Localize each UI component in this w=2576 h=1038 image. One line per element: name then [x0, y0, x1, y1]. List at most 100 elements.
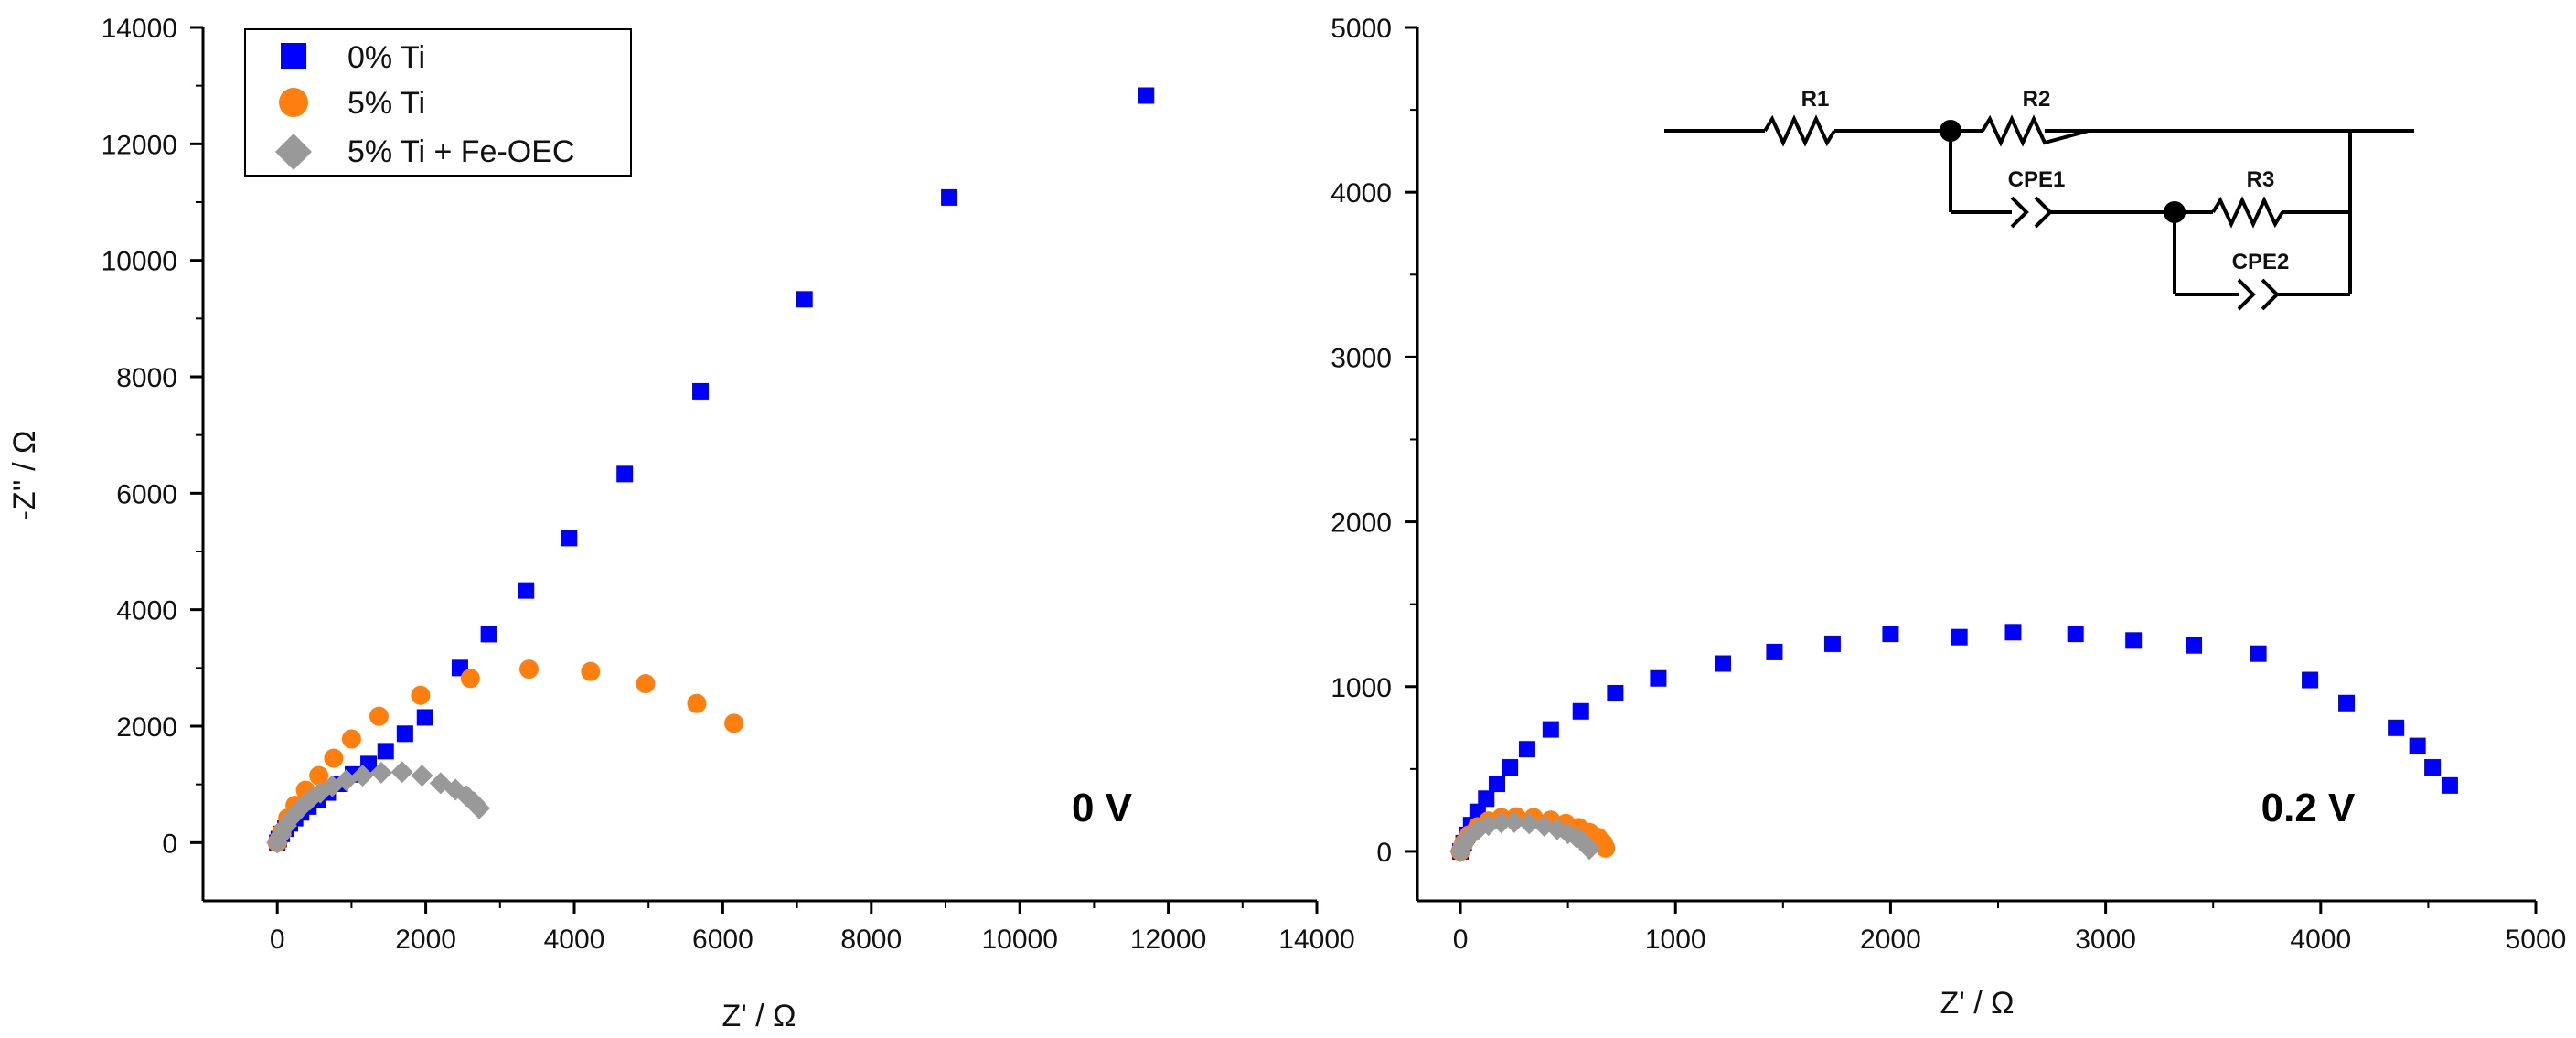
- data-point: [724, 713, 744, 733]
- data-point: [616, 465, 634, 483]
- equivalent-circuit-inset: [1664, 114, 2414, 311]
- data-point: [480, 626, 497, 643]
- data-point: [2424, 759, 2442, 776]
- data-point: [324, 748, 344, 768]
- data-point: [396, 725, 413, 743]
- x-axis-title: Z' / Ω: [721, 999, 796, 1033]
- data-point: [351, 765, 374, 787]
- y-tick-label: 4000: [1331, 178, 1392, 209]
- data-point: [1572, 702, 1589, 720]
- data-point: [1714, 655, 1731, 672]
- potential-annotation: 0 V: [1072, 786, 1133, 830]
- legend-marker-circle: [279, 88, 308, 117]
- data-point: [2125, 632, 2143, 649]
- y-tick-label: 2000: [116, 712, 177, 743]
- data-point: [1502, 759, 1519, 776]
- cpe2-icon: [2237, 278, 2256, 311]
- circuit-label-cpe2: CPE2: [2232, 250, 2290, 274]
- legend-label-2: 5% Ti + Fe-OEC: [347, 134, 574, 169]
- circuit-label-cpe1: CPE1: [2008, 167, 2066, 192]
- series-0: [269, 87, 1155, 851]
- x-tick-label: 4000: [544, 925, 605, 955]
- data-point: [416, 709, 433, 726]
- y-tick-label: 12000: [102, 130, 177, 160]
- nyquist-plot-0v: 0 2000 4000 6000 8000 10000 12000 14000 0 2000 400…: [7, 14, 1355, 1033]
- series-2: [266, 761, 491, 854]
- y-tick-label: 6000: [116, 479, 177, 509]
- nyquist-plot-0-2v: 0 1000 2000 3000 4000 5000 0 1000 2000 3000 4000 50…: [1331, 14, 2566, 1021]
- data-point: [1650, 669, 1667, 687]
- legend-marker-square: [281, 43, 306, 69]
- cpe1-icon: [2010, 196, 2029, 229]
- data-point: [2409, 737, 2426, 754]
- data-point: [2338, 694, 2356, 712]
- series-1: [267, 659, 744, 852]
- y-tick-label: 0: [1376, 838, 1392, 868]
- resistor-r1-icon: [1763, 114, 1836, 147]
- data-point: [377, 743, 394, 760]
- x-tick-label: 2000: [1860, 925, 1921, 955]
- data-point: [518, 659, 539, 680]
- y-tick-label: 3000: [1331, 343, 1392, 373]
- y-tick-label: 14000: [102, 14, 177, 44]
- legend-label-1: 5% Ti: [347, 86, 425, 121]
- circuit-label-r1: R1: [1801, 87, 1830, 112]
- legend: 0% Ti 5% Ti 5% Ti + Fe-OEC: [244, 28, 632, 177]
- x-tick-label: 3000: [2075, 925, 2136, 955]
- x-tick-label: 14000: [1278, 925, 1354, 955]
- data-point: [1138, 87, 1155, 104]
- data-point: [1518, 812, 1541, 835]
- data-point: [2250, 645, 2267, 662]
- y-tick-label: 2000: [1331, 508, 1392, 539]
- potential-annotation: 0.2 V: [2261, 786, 2356, 830]
- data-point: [335, 769, 358, 792]
- resistor-r2-icon: [1981, 114, 2090, 147]
- data-point: [518, 582, 535, 599]
- x-tick-label: 10000: [981, 925, 1057, 955]
- data-point: [687, 693, 707, 713]
- data-point: [341, 729, 361, 749]
- data-point: [1823, 635, 1841, 652]
- x-tick-label: 12000: [1130, 925, 1206, 955]
- data-point: [581, 661, 601, 681]
- data-point: [796, 291, 813, 308]
- data-point: [2302, 671, 2319, 689]
- data-point: [1489, 776, 1506, 793]
- data-point: [369, 761, 392, 784]
- data-point: [390, 761, 413, 784]
- y-tick-label: 4000: [116, 596, 177, 626]
- data-point: [1607, 684, 1624, 701]
- data-point: [941, 188, 958, 206]
- data-point: [1502, 810, 1525, 833]
- cpe1-icon: [2034, 196, 2053, 229]
- data-point: [2441, 776, 2458, 794]
- data-point: [309, 765, 329, 786]
- circuit-label-r3: R3: [2247, 167, 2275, 192]
- data-point: [468, 797, 491, 819]
- circuit-node-icon: [1940, 120, 1961, 142]
- data-point: [1490, 811, 1512, 834]
- data-point: [2388, 719, 2405, 736]
- series-2: [1449, 810, 1601, 862]
- x-tick-label: 6000: [692, 925, 754, 955]
- legend-marker-diamond: [275, 134, 312, 170]
- y-tick-label: 0: [162, 829, 177, 859]
- data-point: [561, 530, 578, 547]
- y-tick-label: 8000: [116, 363, 177, 393]
- x-tick-label: 1000: [1645, 925, 1706, 955]
- data-point: [369, 706, 389, 726]
- legend-label-0: 0% Ti: [347, 40, 425, 75]
- data-point: [2186, 637, 2203, 654]
- data-point: [411, 685, 431, 705]
- data-point: [1518, 741, 1535, 758]
- x-axis-title: Z' / Ω: [1940, 986, 2014, 1021]
- data-point: [460, 669, 480, 689]
- x-tick-label: 0: [1453, 925, 1469, 955]
- data-point: [636, 674, 656, 694]
- data-point: [2004, 624, 2022, 641]
- data-point: [1578, 838, 1601, 861]
- resistor-r3-icon: [2211, 196, 2284, 229]
- data-point: [1766, 643, 1783, 660]
- y-axis-title: -Z'' / Ω: [7, 431, 42, 521]
- x-tick-label: 8000: [840, 925, 902, 955]
